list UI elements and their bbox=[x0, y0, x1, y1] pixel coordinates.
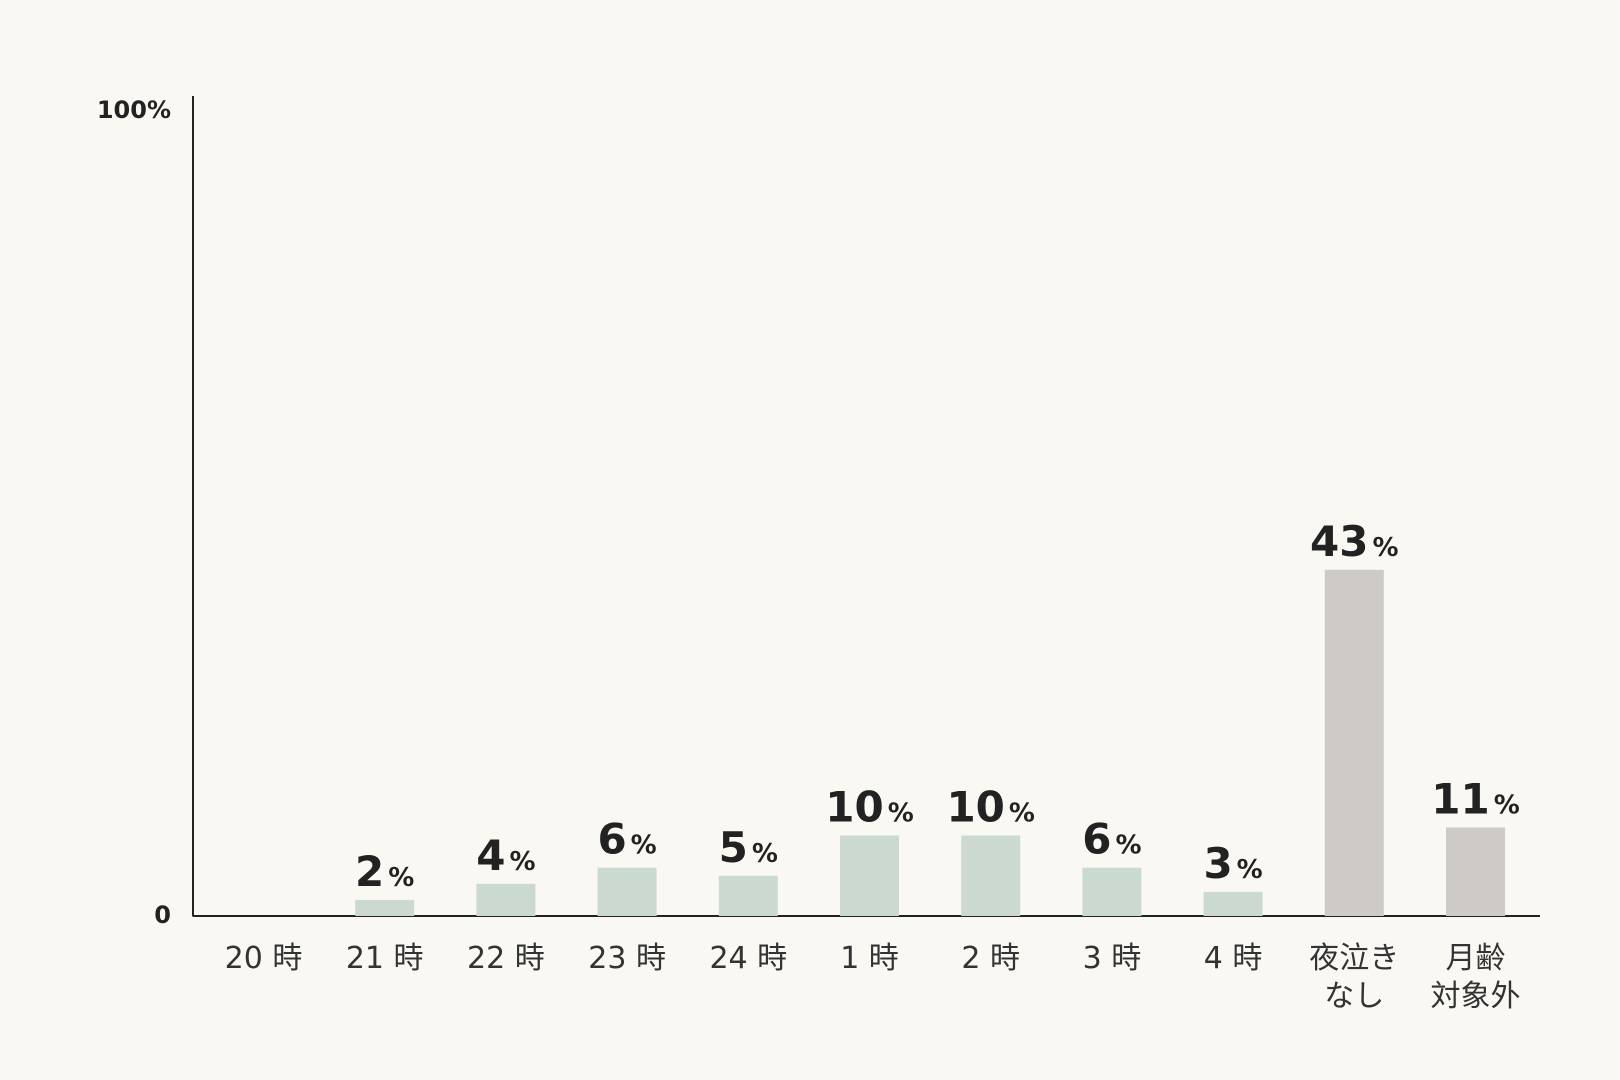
x-tick-label: 23 時 bbox=[588, 941, 666, 976]
x-tick-label: 2 時 bbox=[961, 941, 1020, 976]
data-label: 10% bbox=[946, 783, 1035, 832]
data-label: 5% bbox=[719, 823, 778, 872]
x-tick-label: 1 時 bbox=[840, 941, 899, 976]
y-tick-label: 100% bbox=[97, 96, 171, 124]
x-tick-label: 24 時 bbox=[709, 941, 787, 976]
bar bbox=[1203, 891, 1263, 916]
bar bbox=[1446, 827, 1505, 916]
data-label: 6% bbox=[1082, 815, 1141, 864]
x-tick-label: 21 時 bbox=[346, 941, 424, 976]
data-label: 6% bbox=[597, 815, 656, 864]
bar bbox=[718, 875, 778, 916]
bar bbox=[1324, 569, 1384, 916]
data-label: 2% bbox=[355, 847, 414, 896]
bar bbox=[961, 835, 1021, 916]
bar bbox=[1082, 867, 1142, 916]
x-tick-label: 月齢対象外 bbox=[1431, 941, 1521, 1014]
x-tick-label: 4 時 bbox=[1204, 941, 1263, 976]
data-label: 43% bbox=[1310, 517, 1399, 566]
x-tick-label: 夜泣きなし bbox=[1309, 941, 1399, 1014]
bar bbox=[476, 883, 536, 916]
bar bbox=[840, 835, 899, 916]
bar bbox=[355, 899, 415, 916]
bar bbox=[597, 867, 657, 916]
data-label: 4% bbox=[476, 831, 535, 880]
y-tick-label: 0 bbox=[154, 901, 171, 929]
x-tick-label: 22 時 bbox=[467, 941, 545, 976]
x-tick-label: 20 時 bbox=[225, 941, 303, 976]
x-tick-label: 3 時 bbox=[1083, 941, 1142, 976]
data-label: 3% bbox=[1203, 839, 1262, 888]
data-label: 11% bbox=[1431, 774, 1520, 823]
data-label: 10% bbox=[825, 783, 914, 832]
